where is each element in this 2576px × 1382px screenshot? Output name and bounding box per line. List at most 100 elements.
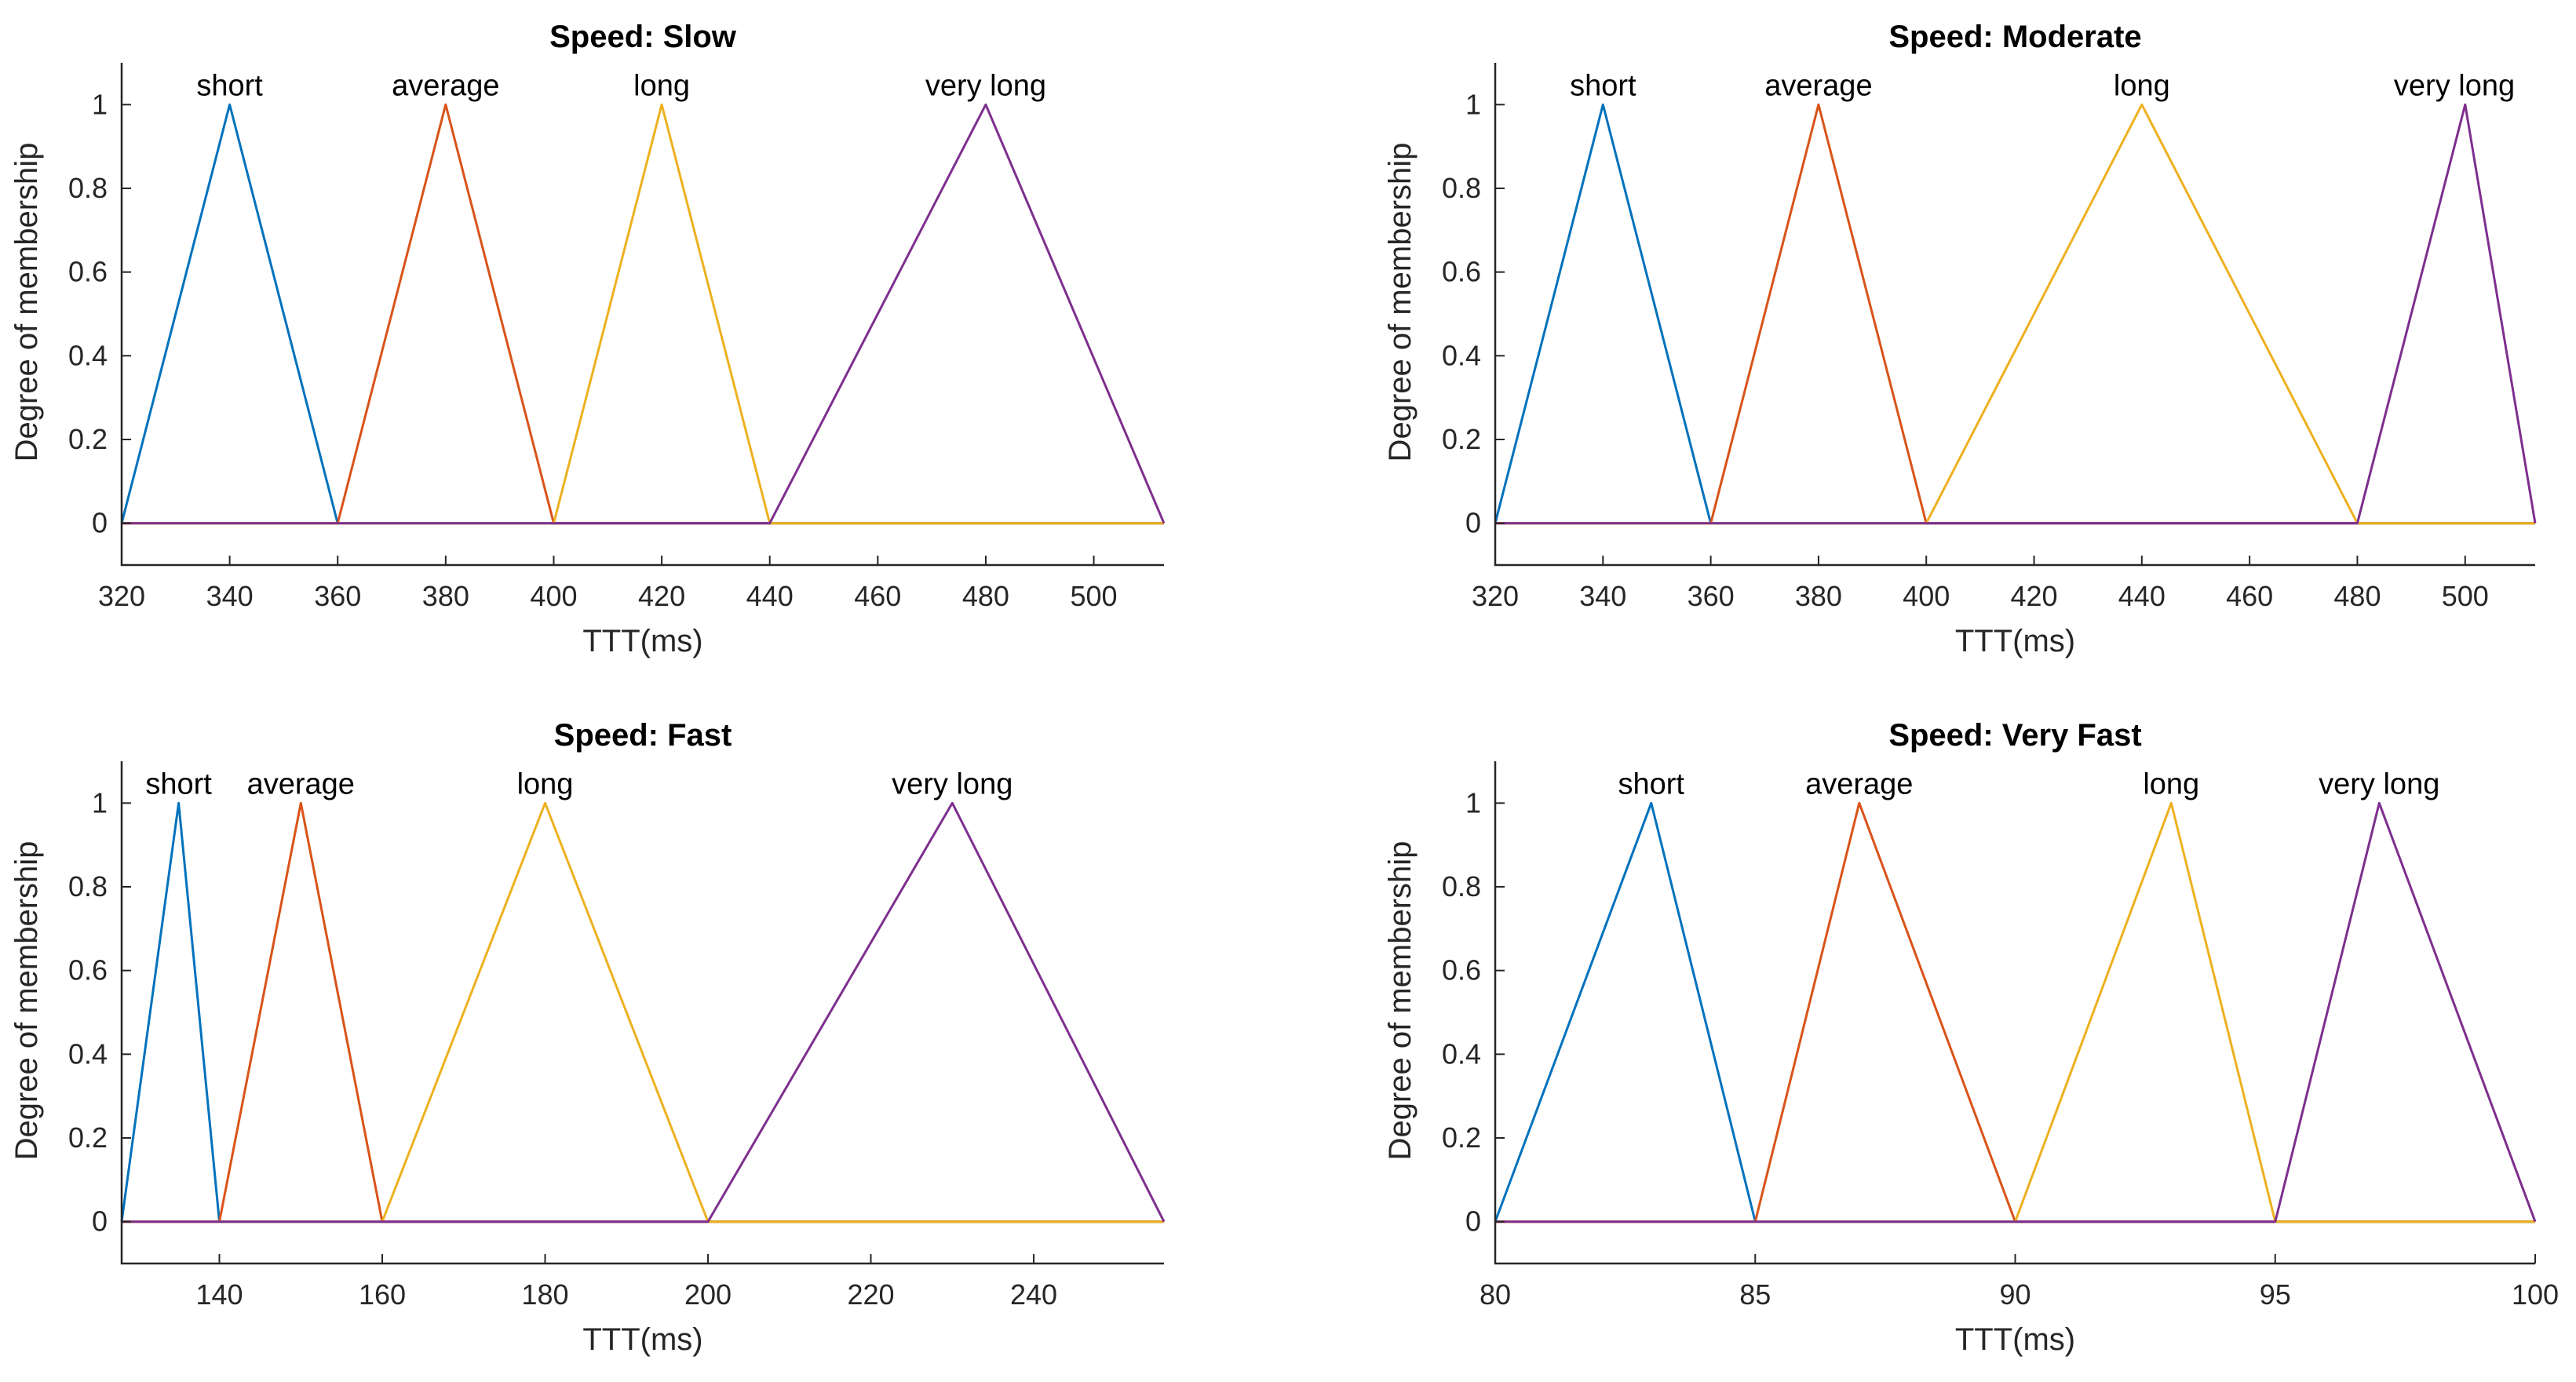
y-tick-label: 0.6 [1442, 256, 1481, 288]
y-tick-label: 0 [1465, 1205, 1481, 1238]
x-tick-label: 100 [2512, 1278, 2559, 1311]
set-label-short: short [1618, 768, 1685, 800]
x-tick-label: 440 [2118, 580, 2166, 612]
set-label-average: average [247, 768, 355, 800]
x-tick-label: 400 [530, 580, 577, 612]
axes-lines [1494, 63, 2535, 567]
x-tick-label: 360 [1688, 580, 1735, 612]
x-tick-label: 400 [1903, 580, 1950, 612]
x-tick-label: 80 [1480, 1278, 1511, 1311]
y-tick-label: 0.6 [68, 256, 108, 288]
x-tick-label: 380 [422, 580, 469, 612]
set-label-very-long: very long [2319, 768, 2439, 800]
y-tick-label: 0.4 [1442, 339, 1481, 371]
series-line-long [122, 801, 1164, 1223]
x-axis-label: TTT(ms) [1955, 1322, 2075, 1357]
y-tick-label: 1 [1465, 88, 1481, 120]
y-axis-label: Degree of membership [9, 143, 44, 462]
chart-title: Speed: Moderate [1888, 20, 2141, 54]
y-tick-label: 0.2 [68, 423, 108, 455]
set-label-long: long [2114, 69, 2170, 102]
series-line-very-long [122, 103, 1166, 525]
x-tick-label: 360 [314, 580, 361, 612]
series-line-long [122, 103, 1164, 525]
set-label-very-long: very long [892, 768, 1013, 800]
x-tick-label: 320 [98, 580, 145, 612]
y-tick-label: 1 [1465, 786, 1481, 819]
subplot-4: 0 0.2 0.4 0.6 0.8 1 80 85 90 95 100 Speed: Very Fas… [1383, 718, 2559, 1357]
x-tick-label: 220 [847, 1278, 894, 1311]
subplot-1: 0 0.2 0.4 0.6 0.8 1 320 340 360 380 400 420 440 460 48… [9, 20, 1166, 658]
series-line-short [120, 801, 1164, 1223]
y-tick-label: 0 [1465, 507, 1481, 539]
set-label-average: average [392, 69, 499, 102]
set-label-very-long: very long [2394, 69, 2515, 102]
set-label-average: average [1805, 768, 1913, 800]
x-tick-label: 160 [359, 1278, 406, 1311]
x-axis-label: TTT(ms) [582, 624, 702, 658]
series-line-long [1495, 801, 2535, 1223]
chart-title: Speed: Fast [554, 718, 732, 753]
y-tick-label: 1 [92, 88, 108, 120]
axes-lines [1494, 761, 2535, 1265]
series-line-average [1495, 103, 2535, 525]
series-line-very-long [1495, 103, 2537, 525]
x-tick-label: 85 [1739, 1278, 1771, 1311]
y-tick-label: 0.4 [68, 339, 108, 371]
x-tick-label: 95 [2260, 1278, 2291, 1311]
y-tick-label: 0.8 [1442, 870, 1481, 902]
y-tick-label: 0 [92, 1205, 108, 1238]
y-tick-label: 0.6 [1442, 954, 1481, 986]
y-tick-label: 0.2 [1442, 1121, 1481, 1154]
x-tick-label: 340 [206, 580, 254, 612]
x-tick-label: 420 [2010, 580, 2057, 612]
set-label-short: short [1570, 69, 1636, 102]
y-tick-label: 0.8 [1442, 172, 1481, 204]
x-tick-label: 500 [1071, 580, 1118, 612]
x-tick-label: 480 [962, 580, 1009, 612]
x-axis-label: TTT(ms) [1955, 624, 2075, 658]
chart-title: Speed: Very Fast [1888, 718, 2141, 753]
set-label-long: long [633, 69, 690, 102]
y-axis-label: Degree of membership [9, 841, 44, 1161]
x-tick-label: 420 [638, 580, 685, 612]
series-line-short [120, 103, 1164, 525]
set-label-long: long [517, 768, 574, 800]
x-tick-label: 380 [1795, 580, 1842, 612]
x-tick-label: 460 [2226, 580, 2273, 612]
series-line-average [122, 801, 1164, 1223]
y-axis-label: Degree of membership [1383, 143, 1418, 462]
y-tick-label: 0.2 [1442, 423, 1481, 455]
x-tick-label: 480 [2333, 580, 2381, 612]
x-tick-label: 140 [195, 1278, 243, 1311]
series-line-short [1494, 801, 2535, 1223]
axes-lines [120, 761, 1164, 1265]
series-line-average [122, 103, 1164, 525]
y-tick-label: 0.8 [68, 172, 108, 204]
y-axis-label: Degree of membership [1383, 841, 1418, 1161]
x-tick-label: 180 [521, 1278, 568, 1311]
y-tick-label: 0.6 [68, 954, 108, 986]
series-line-long [1495, 103, 2535, 525]
x-tick-label: 340 [1579, 580, 1626, 612]
series-line-very-long [122, 801, 1166, 1223]
x-tick-label: 240 [1010, 1278, 1057, 1311]
y-tick-label: 0.8 [68, 870, 108, 902]
x-tick-label: 320 [1472, 580, 1519, 612]
x-tick-label: 200 [684, 1278, 732, 1311]
x-tick-label: 500 [2442, 580, 2489, 612]
subplot-2: 0 0.2 0.4 0.6 0.8 1 320 340 360 380 400 420 440 460 48… [1383, 20, 2537, 658]
x-tick-label: 90 [1999, 1278, 2031, 1311]
y-tick-label: 0.2 [68, 1121, 108, 1154]
series-line-very-long [1495, 801, 2537, 1223]
set-label-short: short [196, 69, 263, 102]
x-tick-label: 440 [746, 580, 794, 612]
x-tick-label: 460 [854, 580, 901, 612]
set-label-average: average [1764, 69, 1872, 102]
chart-title: Speed: Slow [549, 20, 737, 54]
y-tick-label: 1 [92, 786, 108, 819]
axes-lines [120, 63, 1164, 567]
y-tick-label: 0.4 [1442, 1037, 1481, 1070]
series-line-short [1494, 103, 2535, 525]
